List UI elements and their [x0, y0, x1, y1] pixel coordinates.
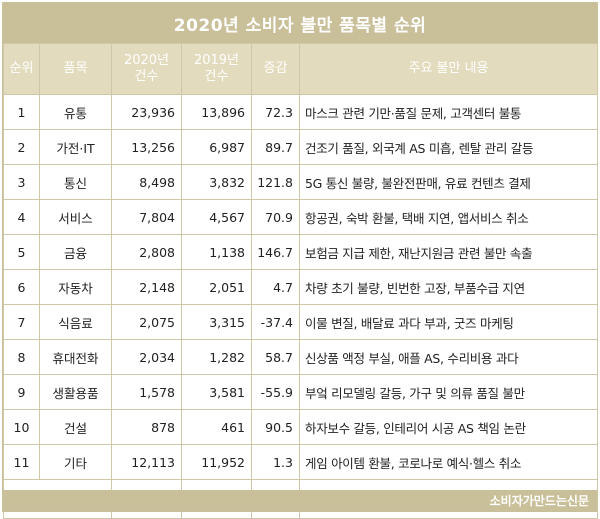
table-row: 1 유통 23,936 13,896 72.3 마스크 관련 기만·품질 문제, 고객센터…	[3, 94, 598, 130]
table-row: 4 서비스 7,804 4,567 70.9 항공권, 숙박 환불, 택배 지연, 앱서비…	[3, 199, 598, 235]
cell-2019-count: 3,832	[181, 164, 252, 200]
cell-rank: 4	[3, 199, 40, 235]
cell-2019-count: 461	[181, 409, 252, 445]
cell-complaints: 하자보수 갈등, 인테리어 시공 AS 책임 논란	[299, 409, 598, 445]
cell-rank: 1	[3, 94, 40, 130]
cell-complaints: 신상품 액정 부실, 애플 AS, 수리비용 과다	[299, 339, 598, 375]
cell-change: 1.3	[251, 444, 300, 480]
cell-item: 통신	[39, 164, 112, 200]
cell-complaints: 부엌 리모델링 갈등, 가구 및 의류 품질 불만	[299, 374, 598, 410]
cell-2020-count: 1,578	[111, 374, 182, 410]
cell-rank: 8	[3, 339, 40, 375]
cell-item: 유통	[39, 94, 112, 130]
cell-item: 금융	[39, 234, 112, 270]
cell-change: -55.9	[251, 374, 300, 410]
cell-2019-count: 3,315	[181, 304, 252, 340]
cell-2019-count: 13,896	[181, 94, 252, 130]
table-row: 8 휴대전화 2,034 1,282 58.7 신상품 액정 부실, 애플 AS, 수리비…	[3, 339, 598, 375]
cell-2020-count: 12,113	[111, 444, 182, 480]
cell-item: 생활용품	[39, 374, 112, 410]
cell-2020-count: 2,148	[111, 269, 182, 305]
table-row: 7 식음료 2,075 3,315 -37.4 이물 변질, 배달료 과다 부과, 굿즈 …	[3, 304, 598, 340]
header-complaints: 주요 불만 내용	[299, 43, 598, 95]
cell-rank: 11	[3, 444, 40, 480]
cell-2020-count: 2,034	[111, 339, 182, 375]
header-change: 증감	[251, 43, 300, 95]
table-row: 11 기타 12,113 11,952 1.3 게임 아이템 환불, 코로나로 예식·헬스…	[3, 444, 598, 480]
cell-2020-count: 7,804	[111, 199, 182, 235]
cell-change: -37.4	[251, 304, 300, 340]
cell-item: 기타	[39, 444, 112, 480]
cell-item: 서비스	[39, 199, 112, 235]
cell-change: 89.7	[251, 129, 300, 165]
cell-2019-count: 1,282	[181, 339, 252, 375]
cell-change: 146.7	[251, 234, 300, 270]
cell-complaints: 5G 통신 불량, 불완전판매, 유료 컨텐츠 결제	[299, 164, 598, 200]
cell-2019-count: 1,138	[181, 234, 252, 270]
cell-rank: 5	[3, 234, 40, 270]
cell-item: 건설	[39, 409, 112, 445]
cell-complaints: 이물 변질, 배달료 과다 부과, 굿즈 마케팅	[299, 304, 598, 340]
header-2020-count: 2020년 건수	[111, 43, 182, 95]
cell-item: 자동차	[39, 269, 112, 305]
cell-2019-count: 3,581	[181, 374, 252, 410]
header-rank: 순위	[3, 43, 40, 95]
cell-2019-count: 6,987	[181, 129, 252, 165]
table-row: 5 금융 2,808 1,138 146.7 보험금 지급 제한, 재난지원금 관련 불만…	[3, 234, 598, 270]
cell-rank: 9	[3, 374, 40, 410]
cell-rank: 3	[3, 164, 40, 200]
cell-change: 121.8	[251, 164, 300, 200]
header-item: 품목	[39, 43, 112, 95]
cell-2020-count: 23,936	[111, 94, 182, 130]
table-row: 6 자동차 2,148 2,051 4.7 차량 초기 불량, 빈번한 고장, 부품수급 …	[3, 269, 598, 305]
cell-item: 휴대전화	[39, 339, 112, 375]
cell-2020-count: 8,498	[111, 164, 182, 200]
table-row: 9 생활용품 1,578 3,581 -55.9 부엌 리모델링 갈등, 가구 및 의류 …	[3, 374, 598, 410]
cell-complaints: 건조기 품질, 외국계 AS 미흡, 렌탈 관리 갈등	[299, 129, 598, 165]
cell-item: 식음료	[39, 304, 112, 340]
header-row: 순위 품목 2020년 건수 2019년 건수 증감 주요 불만 내용	[3, 43, 598, 95]
cell-rank: 2	[3, 129, 40, 165]
cell-2020-count: 2,808	[111, 234, 182, 270]
cell-2019-count: 4,567	[181, 199, 252, 235]
cell-complaints: 보험금 지급 제한, 재난지원금 관련 불만 속출	[299, 234, 598, 270]
cell-complaints: 게임 아이템 환불, 코로나로 예식·헬스 취소	[299, 444, 598, 480]
cell-complaints: 차량 초기 불량, 빈번한 고장, 부품수급 지연	[299, 269, 598, 305]
cell-rank: 10	[3, 409, 40, 445]
cell-2020-count: 13,256	[111, 129, 182, 165]
cell-change: 72.3	[251, 94, 300, 130]
cell-complaints: 마스크 관련 기만·품질 문제, 고객센터 불통	[299, 94, 598, 130]
cell-change: 58.7	[251, 339, 300, 375]
cell-complaints: 항공권, 숙박 환불, 택배 지연, 앱서비스 취소	[299, 199, 598, 235]
cell-rank: 7	[3, 304, 40, 340]
cell-rank: 6	[3, 269, 40, 305]
cell-2020-count: 2,075	[111, 304, 182, 340]
table-row: 2 가전·IT 13,256 6,987 89.7 건조기 품질, 외국계 AS 미흡, …	[3, 129, 598, 165]
cell-2020-count: 878	[111, 409, 182, 445]
source-credit: 소비자가만드는신문	[3, 490, 597, 511]
table-row: 3 통신 8,498 3,832 121.8 5G 통신 불량, 불완전판매, 유료 컨텐…	[3, 164, 598, 200]
table-title: 2020년 소비자 불만 품목별 순위	[3, 3, 597, 43]
complaint-ranking-table: 순위 품목 2020년 건수 2019년 건수 증감 주요 불만 내용 1 유통 2…	[3, 43, 598, 519]
cell-2019-count: 11,952	[181, 444, 252, 480]
table-row: 10 건설 878 461 90.5 하자보수 갈등, 인테리어 시공 AS 책임 논란	[3, 409, 598, 445]
cell-change: 70.9	[251, 199, 300, 235]
cell-item: 가전·IT	[39, 129, 112, 165]
header-2019-count: 2019년 건수	[181, 43, 252, 95]
cell-2019-count: 2,051	[181, 269, 252, 305]
cell-change: 90.5	[251, 409, 300, 445]
cell-change: 4.7	[251, 269, 300, 305]
